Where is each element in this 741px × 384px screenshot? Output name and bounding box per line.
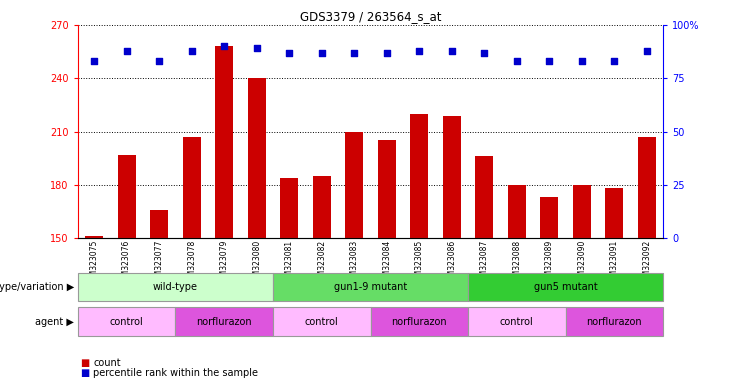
- Text: gun5 mutant: gun5 mutant: [534, 282, 597, 292]
- Text: control: control: [110, 316, 144, 327]
- Text: count: count: [93, 358, 121, 368]
- Text: norflurazon: norflurazon: [391, 316, 447, 327]
- Bar: [573, 185, 591, 238]
- Bar: [78, 307, 176, 336]
- Bar: [78, 273, 273, 301]
- Point: [316, 50, 328, 56]
- Text: ■: ■: [80, 368, 89, 378]
- Text: agent ▶: agent ▶: [36, 316, 74, 327]
- Bar: [540, 197, 558, 238]
- Point: [446, 48, 458, 54]
- Bar: [273, 307, 370, 336]
- Bar: [411, 114, 428, 238]
- Point: [381, 50, 393, 56]
- Bar: [85, 236, 103, 238]
- Text: GDS3379 / 263564_s_at: GDS3379 / 263564_s_at: [300, 10, 441, 23]
- Text: gun1-9 mutant: gun1-9 mutant: [334, 282, 407, 292]
- Bar: [215, 46, 233, 238]
- Point: [348, 50, 360, 56]
- Bar: [280, 178, 298, 238]
- Point: [511, 58, 523, 64]
- Point: [153, 58, 165, 64]
- Bar: [150, 210, 168, 238]
- Text: percentile rank within the sample: percentile rank within the sample: [93, 368, 259, 378]
- Bar: [468, 273, 663, 301]
- Point: [218, 43, 230, 50]
- Point: [479, 50, 491, 56]
- Point: [641, 48, 653, 54]
- Text: genotype/variation ▶: genotype/variation ▶: [0, 282, 74, 292]
- Point: [250, 45, 262, 51]
- Bar: [605, 189, 623, 238]
- Bar: [176, 307, 273, 336]
- Bar: [476, 156, 494, 238]
- Text: norflurazon: norflurazon: [587, 316, 642, 327]
- Bar: [378, 141, 396, 238]
- Bar: [443, 116, 461, 238]
- Bar: [273, 273, 468, 301]
- Bar: [508, 185, 526, 238]
- Bar: [565, 307, 663, 336]
- Text: ■: ■: [80, 358, 89, 368]
- Text: wild-type: wild-type: [153, 282, 198, 292]
- Point: [608, 58, 620, 64]
- Bar: [247, 78, 265, 238]
- Point: [121, 48, 133, 54]
- Bar: [370, 307, 468, 336]
- Point: [413, 48, 425, 54]
- Bar: [345, 131, 363, 238]
- Point: [543, 58, 555, 64]
- Point: [88, 58, 100, 64]
- Bar: [118, 155, 136, 238]
- Point: [283, 50, 295, 56]
- Bar: [638, 137, 656, 238]
- Point: [576, 58, 588, 64]
- Bar: [313, 176, 330, 238]
- Text: control: control: [305, 316, 339, 327]
- Bar: [468, 307, 565, 336]
- Text: norflurazon: norflurazon: [196, 316, 252, 327]
- Point: [186, 48, 198, 54]
- Text: control: control: [500, 316, 534, 327]
- Bar: [183, 137, 201, 238]
